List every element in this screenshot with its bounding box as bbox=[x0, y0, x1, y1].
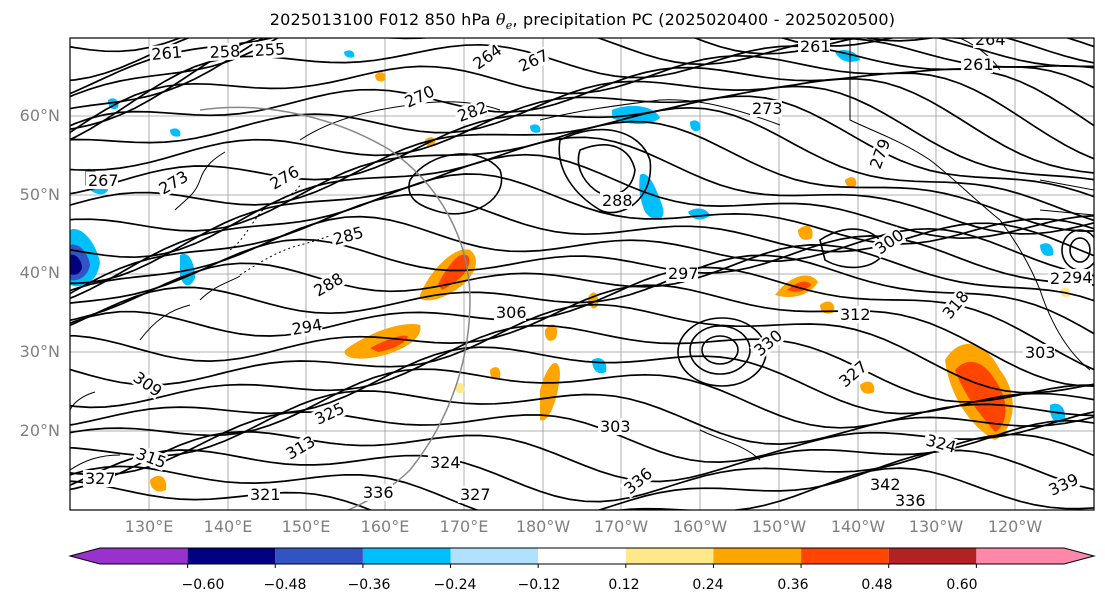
theta-e-contour-line bbox=[70, 254, 1094, 335]
contour-label: 312 bbox=[840, 305, 871, 324]
contour-label: 297 bbox=[668, 264, 699, 283]
lon-label-180w: 180°W bbox=[515, 517, 571, 536]
contour-label: 261 bbox=[800, 37, 831, 56]
colorbar-tick: −0.48 bbox=[263, 577, 307, 593]
theta-e-contour-line bbox=[70, 449, 1094, 510]
contour-label: 267 bbox=[88, 171, 119, 190]
lat-label-20: 20°N bbox=[19, 421, 60, 440]
theta-e-contour-line bbox=[70, 85, 1094, 181]
colorbar-tick: 0.36 bbox=[777, 577, 809, 593]
colorbar-segment bbox=[187, 548, 276, 564]
lon-label-150e: 150°E bbox=[281, 517, 331, 536]
lon-label-130w: 130°W bbox=[908, 517, 964, 536]
contour-label: 294 bbox=[1062, 268, 1093, 287]
lon-label-120w: 120°W bbox=[987, 517, 1043, 536]
contour-label: 264 bbox=[975, 30, 1006, 49]
map-frame bbox=[69, 37, 1095, 511]
colorbar-tick: 0.48 bbox=[861, 577, 893, 593]
theta-e-contour-line bbox=[70, 77, 1094, 174]
contour-label: 255 bbox=[254, 39, 285, 60]
colorbar-outline bbox=[68, 547, 1096, 565]
colorbar-segment bbox=[362, 548, 451, 564]
lon-label-170w: 170°W bbox=[593, 517, 649, 536]
colorbar-tick: −0.60 bbox=[181, 577, 225, 593]
theta-e-contour-line bbox=[70, 66, 1094, 160]
contour-label: 324 bbox=[430, 453, 461, 472]
lon-label-130e: 130°E bbox=[124, 517, 174, 536]
lon-label-150w: 150°W bbox=[751, 517, 807, 536]
contour-label: 321 bbox=[250, 485, 281, 504]
contour-label: 261 bbox=[151, 42, 183, 64]
contour-label: 327 bbox=[85, 469, 116, 488]
coastlines bbox=[70, 38, 1094, 471]
theta-e-contour-line bbox=[70, 136, 1094, 259]
theta-e-contour-line bbox=[70, 235, 1094, 304]
colorbar-segment bbox=[801, 548, 889, 564]
theta-e-contour-line bbox=[70, 303, 1094, 394]
lon-label-170e: 170°E bbox=[439, 517, 489, 536]
lon-label-160w: 160°W bbox=[672, 517, 728, 536]
theta-e-contour-line bbox=[70, 368, 1094, 437]
theta-e-contour-line bbox=[70, 153, 1094, 285]
theta-e-contour-line bbox=[70, 173, 1094, 300]
colorbar-tick: 0.12 bbox=[608, 577, 640, 593]
colorbar-segment bbox=[625, 548, 714, 564]
colorbar-segment bbox=[450, 548, 539, 564]
theta-e-contour-line bbox=[70, 390, 1094, 457]
lat-label-30: 30°N bbox=[19, 342, 60, 361]
colorbar-tick: −0.36 bbox=[347, 577, 391, 593]
colorbar-segment bbox=[275, 548, 363, 564]
contour-label: 327 bbox=[460, 485, 491, 504]
theta-e-contour-line bbox=[70, 324, 1094, 409]
lon-label-140e: 140°E bbox=[203, 517, 253, 536]
contour-label: 342 bbox=[870, 475, 901, 494]
lon-label-160e: 160°E bbox=[360, 517, 410, 536]
colorbar-segment bbox=[888, 548, 977, 564]
contour-label: 303 bbox=[1025, 343, 1056, 362]
contour-label: 303 bbox=[600, 417, 631, 436]
colorbar-tick: 0.60 bbox=[946, 577, 978, 593]
colorbar-segment bbox=[713, 548, 802, 564]
theta-e-contour-line bbox=[70, 120, 1094, 232]
theta-e-contour-line bbox=[70, 467, 1094, 510]
colorbar-tick: −0.24 bbox=[433, 577, 477, 593]
theta-e-contour-line bbox=[70, 95, 1094, 198]
colorbar bbox=[68, 547, 1096, 568]
colorbar-segment bbox=[70, 548, 188, 564]
contour-label: 336 bbox=[895, 491, 926, 510]
colorbar-tick: −0.12 bbox=[517, 577, 561, 593]
contour-label: 306 bbox=[496, 303, 527, 322]
theta-e-contour-line bbox=[70, 215, 1094, 292]
lon-label-140w: 140°W bbox=[830, 517, 886, 536]
contour-label: 273 bbox=[752, 99, 783, 118]
colorbar-tick: 0.24 bbox=[692, 577, 724, 593]
lat-label-40: 40°N bbox=[19, 263, 60, 282]
lat-label-50: 50°N bbox=[19, 185, 60, 204]
theta-e-contour-line bbox=[70, 244, 1094, 322]
lat-label-60: 60°N bbox=[19, 106, 60, 125]
theta-e-contour-line bbox=[70, 193, 1094, 295]
map-title: 2025013100 F012 850 hPa θe, precipitatio… bbox=[269, 10, 896, 33]
contour-label: 288 bbox=[602, 191, 633, 210]
contour-label: 261 bbox=[963, 55, 994, 74]
contour-label: 336 bbox=[363, 483, 394, 502]
colorbar-segment bbox=[538, 548, 626, 564]
theta-e-contour-line bbox=[70, 284, 1094, 388]
contour-label: 258 bbox=[209, 41, 240, 62]
colorbar-segment bbox=[976, 548, 1094, 564]
